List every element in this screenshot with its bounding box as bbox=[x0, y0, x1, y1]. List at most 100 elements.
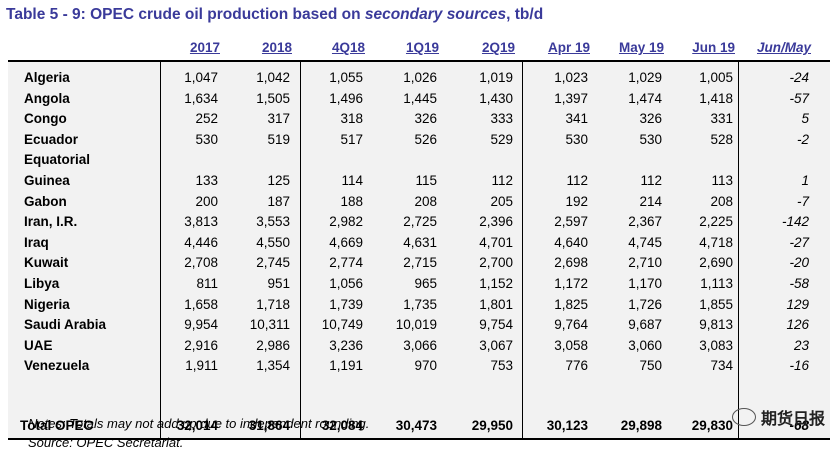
table-cell: 529 bbox=[490, 131, 513, 147]
row-label: Equatorial bbox=[24, 152, 91, 168]
row-label: Iran, I.R. bbox=[24, 214, 78, 230]
table-cell: 734 bbox=[710, 358, 733, 374]
total-cell: 32,084 bbox=[321, 418, 363, 433]
table-cell: 1,170 bbox=[628, 276, 662, 291]
table-cell: 113 bbox=[711, 173, 733, 188]
table-cell: 112 bbox=[491, 173, 513, 188]
table-cell: 526 bbox=[414, 131, 437, 147]
table-cell: 1,505 bbox=[256, 90, 290, 106]
table-cell: 1,911 bbox=[185, 358, 218, 374]
table-cell: 1,152 bbox=[479, 276, 513, 291]
table-cell: 10,311 bbox=[249, 317, 290, 333]
table-cell: 3,553 bbox=[256, 214, 290, 230]
table-cell: 1,056 bbox=[329, 276, 363, 291]
column-header: 2018 bbox=[261, 40, 292, 55]
table-cell: 530 bbox=[195, 131, 218, 147]
table-cell: 9,687 bbox=[628, 317, 662, 333]
table-cell: 1,445 bbox=[403, 90, 437, 106]
table-cell: 2,367 bbox=[628, 214, 662, 230]
table-cell: 1,055 bbox=[329, 70, 363, 85]
total-cell: 29,898 bbox=[620, 418, 662, 433]
row-label: Iraq bbox=[24, 234, 49, 250]
table-row: Libya 811 951 1,056 965 1,152 1,172 1,170 1,113 -… bbox=[8, 274, 830, 295]
table-cell: 214 bbox=[639, 193, 662, 209]
table-cell: 1,172 bbox=[554, 276, 588, 291]
table-cell: 23 bbox=[793, 337, 809, 353]
table-cell: 1,634 bbox=[184, 90, 218, 106]
column-header: 4Q18 bbox=[331, 40, 365, 55]
table-cell: 208 bbox=[414, 193, 437, 209]
table-cell: 1,354 bbox=[256, 358, 290, 374]
table-row: Venezuela 1,911 1,354 1,191 970 753 776 750 734 -… bbox=[8, 356, 830, 377]
table-cell: 326 bbox=[639, 111, 662, 127]
column-divider bbox=[738, 62, 739, 414]
total-label: Total OPEC bbox=[20, 418, 94, 433]
table-cell: -58 bbox=[789, 276, 809, 291]
row-label: UAE bbox=[24, 337, 53, 353]
table-cell: 2,774 bbox=[329, 255, 363, 271]
wechat-icon bbox=[731, 408, 756, 426]
watermark: 期货日报 bbox=[731, 405, 825, 429]
table-cell: -24 bbox=[789, 70, 809, 85]
table-cell: 1,735 bbox=[403, 296, 437, 312]
row-label: Congo bbox=[24, 111, 67, 127]
table-cell: 1,801 bbox=[479, 296, 513, 312]
table-row: Equatorial bbox=[8, 150, 830, 171]
table-cell: 4,701 bbox=[479, 234, 513, 250]
table-cell: 1,019 bbox=[479, 70, 513, 85]
table-cell: 519 bbox=[267, 131, 290, 147]
table-cell: 2,396 bbox=[479, 214, 513, 230]
table-title: Table 5 - 9: OPEC crude oil production b… bbox=[6, 6, 544, 23]
total-cell: 32,014 bbox=[176, 418, 218, 433]
total-cell: 29,830 bbox=[691, 418, 733, 433]
table-cell: 530 bbox=[639, 131, 662, 147]
table-cell: 970 bbox=[414, 358, 437, 374]
table-cell: 1,739 bbox=[329, 296, 363, 312]
table-row: Iran, I.R. 3,813 3,553 2,982 2,725 2,396 2,597… bbox=[8, 212, 830, 233]
table-row: Guinea 133 125 114 115 112 112 112 113 1 bbox=[8, 171, 830, 192]
total-cell: 30,473 bbox=[395, 418, 437, 433]
table-cell: 2,690 bbox=[699, 255, 733, 271]
table-cell: -2 bbox=[796, 131, 809, 147]
column-header: 2Q19 bbox=[481, 40, 515, 55]
table-cell: -27 bbox=[789, 234, 809, 250]
column-divider bbox=[160, 62, 161, 414]
table-cell: 811 bbox=[196, 276, 218, 291]
table-cell: 1,430 bbox=[479, 90, 513, 106]
table-cell: 4,745 bbox=[628, 234, 662, 250]
table-cell: 112 bbox=[566, 173, 588, 188]
table-cell: 2,710 bbox=[628, 255, 662, 271]
table-cell: 1,005 bbox=[699, 70, 733, 85]
table-row: Kuwait 2,708 2,745 2,774 2,715 2,700 2,698 2,71… bbox=[8, 253, 830, 274]
table-row: Angola 1,634 1,505 1,496 1,445 1,430 1,397 1,47… bbox=[8, 89, 830, 110]
table-cell: -16 bbox=[789, 358, 809, 374]
table-cell: 1,658 bbox=[184, 296, 218, 312]
table-cell: 1,855 bbox=[699, 296, 733, 312]
table-cell: 1,474 bbox=[628, 90, 662, 106]
row-label: Libya bbox=[24, 276, 60, 291]
total-cell: -68 bbox=[789, 418, 809, 433]
column-header: 1Q19 bbox=[405, 40, 439, 55]
column-divider bbox=[522, 414, 523, 438]
table-cell: 1,397 bbox=[554, 90, 588, 106]
table-cell: -142 bbox=[781, 214, 809, 230]
table-cell: 2,725 bbox=[403, 214, 437, 230]
table-cell: 208 bbox=[710, 193, 733, 209]
table-cell: 252 bbox=[195, 111, 218, 127]
table-row: Saudi Arabia 9,954 10,311 10,749 10,019 9,754… bbox=[8, 315, 830, 336]
table-cell: 2,916 bbox=[184, 337, 218, 353]
column-divider bbox=[300, 62, 301, 414]
table-cell: 133 bbox=[195, 173, 218, 188]
production-table: 2017 2018 4Q18 1Q19 2Q19 Apr 19 May 19 Jun 19 Ju… bbox=[8, 38, 832, 440]
column-header: Apr 19 bbox=[547, 40, 590, 55]
table-row: Ecuador 530 519 517 526 529 530 530 528 -2 bbox=[8, 130, 830, 151]
table-cell: 9,813 bbox=[699, 317, 733, 333]
table-cell: 1 bbox=[801, 173, 809, 188]
table-cell: 2,745 bbox=[256, 255, 290, 271]
row-label: Algeria bbox=[24, 70, 70, 85]
table-cell: 3,067 bbox=[479, 337, 513, 353]
table-cell: 341 bbox=[565, 111, 588, 127]
column-divider bbox=[300, 414, 301, 438]
table-cell: 4,550 bbox=[256, 234, 290, 250]
table-cell: 3,066 bbox=[403, 337, 437, 353]
